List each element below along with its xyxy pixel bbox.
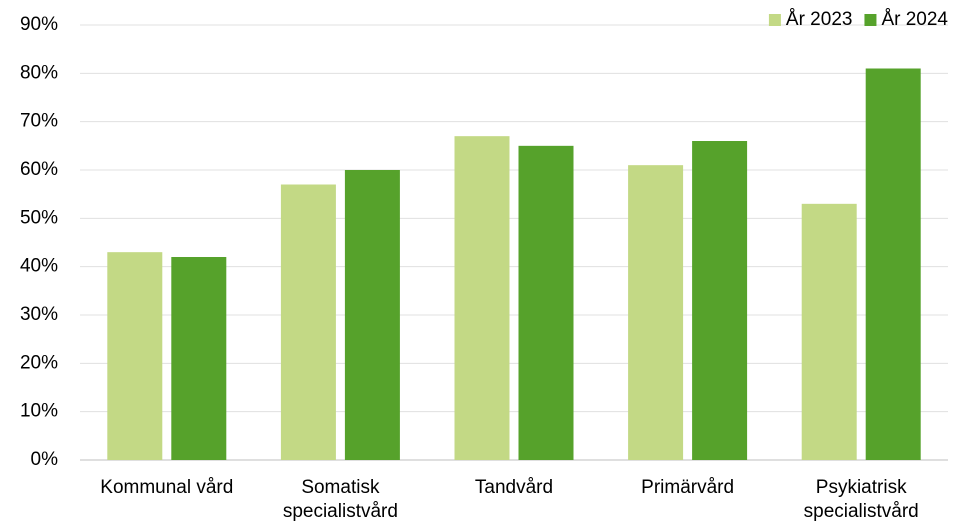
y-tick-label: 10%	[20, 401, 58, 422]
bar	[171, 257, 227, 460]
y-tick-label: 80%	[20, 62, 58, 83]
y-tick-label: 40%	[20, 256, 58, 277]
legend-label: År 2024	[881, 9, 948, 30]
legend-swatch	[864, 14, 877, 26]
bar	[628, 165, 684, 460]
x-tick-label: Primärvård	[641, 477, 735, 498]
bar	[107, 252, 163, 460]
y-tick-label: 60%	[20, 159, 58, 180]
y-tick-label: 50%	[20, 207, 58, 228]
bar	[454, 136, 510, 460]
y-tick-label: 20%	[20, 352, 58, 373]
x-tick-label: Kommunal vård	[100, 477, 234, 498]
bar	[865, 68, 921, 460]
x-tick-label: Tandvård	[474, 477, 554, 498]
bar	[344, 170, 400, 460]
y-tick-label: 90%	[20, 14, 58, 35]
y-tick-label: 0%	[31, 449, 59, 470]
legend-swatch	[768, 14, 781, 26]
x-tick-label: Somatisk specialistvård	[282, 477, 398, 522]
y-tick-label: 70%	[20, 111, 58, 132]
bar	[692, 141, 748, 460]
x-tick-label: Psykiatrisk specialistvård	[803, 477, 919, 522]
bar	[280, 184, 336, 460]
bar	[518, 145, 574, 461]
y-tick-label: 30%	[20, 304, 58, 325]
bar	[801, 203, 857, 461]
legend-label: År 2023	[786, 9, 853, 30]
